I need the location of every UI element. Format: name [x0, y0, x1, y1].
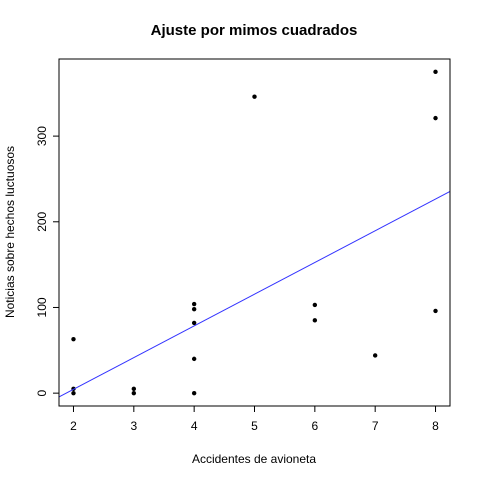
data-point [433, 69, 438, 75]
y-tick-label: 0 [35, 389, 49, 396]
y-tick-label: 200 [35, 211, 49, 231]
data-point [191, 320, 197, 326]
x-tick-label: 4 [191, 419, 198, 433]
data-point [252, 94, 257, 99]
y-tick-label: 100 [35, 297, 49, 317]
data-point [191, 306, 197, 312]
data-point [131, 390, 137, 396]
data-point [312, 318, 318, 323]
regression-line [59, 191, 450, 398]
chart-title: Ajuste por mimos cuadrados [151, 22, 358, 39]
y-axis-label: Noticias sobre hechos luctuosos [3, 146, 17, 318]
x-axis-label: Accidentes de avioneta [192, 452, 316, 466]
data-point [372, 353, 378, 358]
x-tick-label: 7 [372, 419, 379, 433]
data-point [191, 356, 197, 362]
data-point [131, 386, 137, 392]
data-point [71, 336, 76, 342]
y-axis: 0 100 200 300 [35, 126, 59, 396]
plot-content [59, 69, 450, 398]
x-tick-label: 8 [432, 419, 439, 433]
y-tick-label: 300 [35, 126, 49, 146]
data-point [71, 390, 76, 396]
x-axis: 2 3 4 5 6 7 8 [70, 406, 439, 433]
data-point [191, 301, 197, 307]
data-point [191, 390, 197, 396]
data-point [433, 308, 438, 314]
x-tick-label: 5 [251, 419, 258, 433]
data-point [312, 302, 318, 308]
x-tick-label: 6 [311, 419, 318, 433]
plot-frame [58, 58, 451, 407]
x-tick-label: 3 [130, 419, 137, 433]
data-point [433, 115, 438, 121]
x-tick-label: 2 [70, 419, 77, 433]
